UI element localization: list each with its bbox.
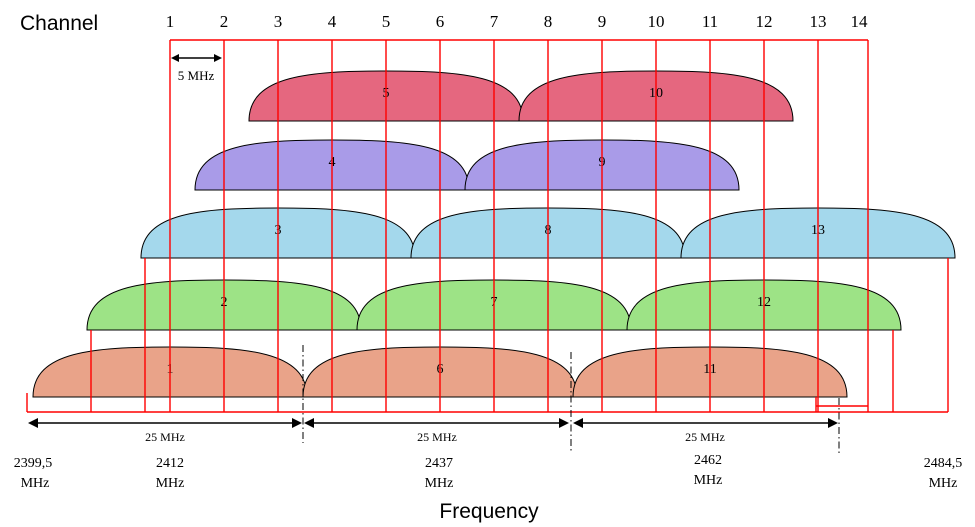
channel-number-9: 9 (598, 12, 607, 31)
frequency-unit: MHz (21, 476, 50, 491)
frequency-unit: MHz (425, 476, 454, 491)
channel-number-8: 8 (544, 12, 553, 31)
band-dividers (302, 345, 840, 454)
channel-number-7: 7 (490, 12, 499, 31)
channel-number-3: 3 (274, 12, 283, 31)
bandwidth-arrows: 25 MHz 25 MHz 25 MHz (28, 418, 838, 444)
arrowhead (559, 418, 569, 428)
channel-number-13: 13 (810, 12, 827, 31)
frequency-unit: MHz (694, 473, 723, 488)
diagram-title: Channel (20, 12, 98, 35)
frequency-value: 2437 (425, 456, 453, 471)
channel-grid-lines (26, 39, 949, 413)
channel-number-11: 11 (702, 12, 718, 31)
frequency-value: 2484,5 (924, 456, 963, 471)
bandwidth-label: 25 MHz (417, 430, 457, 444)
bandwidth-label: 25 MHz (685, 430, 725, 444)
channel-number-5: 5 (382, 12, 391, 31)
channel-number-4: 4 (328, 12, 337, 31)
arrowhead (573, 418, 583, 428)
frequency-value: 2412 (156, 456, 184, 471)
frequency-value: 2399,5 (14, 456, 53, 471)
spacing-indicator: 5 MHz (171, 54, 222, 83)
channel-number-10: 10 (648, 12, 665, 31)
frequency-unit: MHz (929, 476, 958, 491)
spacing-arrowhead-right (214, 54, 222, 62)
channel-number-2: 2 (220, 12, 229, 31)
channel-numbers: 1 2 3 4 5 6 7 8 9 10 11 12 13 14 (166, 12, 868, 31)
bandwidth-label: 25 MHz (145, 430, 185, 444)
frequency-value: 2462 (694, 453, 722, 468)
frequency-labels: 2399,5 MHz 2412 MHz 2437 MHz 2462 MHz 24… (14, 453, 963, 491)
channel-number-1: 1 (166, 12, 175, 31)
channel-number-14: 14 (851, 12, 869, 31)
spacing-label: 5 MHz (178, 68, 215, 83)
channel-number-6: 6 (436, 12, 445, 31)
frequency-unit: MHz (156, 476, 185, 491)
arrowhead (28, 418, 38, 428)
channel-number-12: 12 (756, 12, 773, 31)
arrowhead (292, 418, 302, 428)
spacing-arrowhead-left (171, 54, 179, 62)
arrowhead (304, 418, 314, 428)
arrowhead (828, 418, 838, 428)
x-axis-label: Frequency (439, 500, 539, 523)
